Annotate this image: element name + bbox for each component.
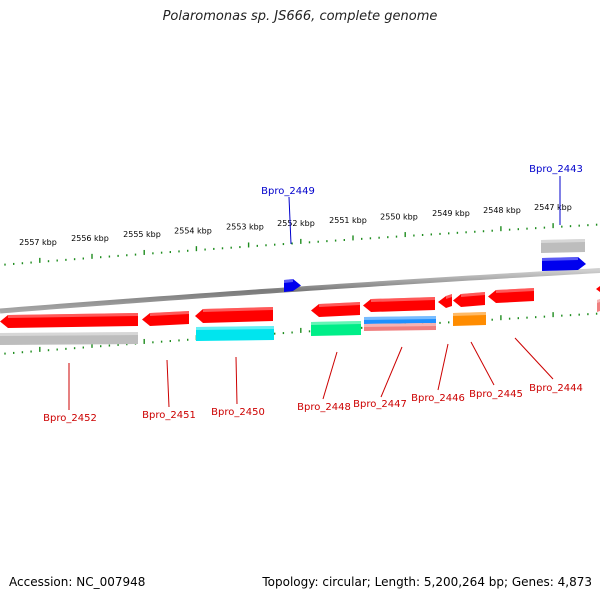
callout-line (288, 196, 292, 245)
ruler-label: 2547 kbp (534, 203, 572, 212)
cds-bpro-2444[interactable] (488, 288, 534, 303)
gene-label[interactable]: Bpro_2446 (411, 393, 465, 404)
feature-highlight (446, 294, 452, 299)
cds-offscreen[interactable] (596, 281, 600, 295)
feature-highlight (319, 302, 360, 307)
callout-line (380, 346, 403, 398)
feature-highlight (203, 307, 273, 312)
gene-label[interactable]: Bpro_2449 (261, 186, 315, 197)
gene-label[interactable]: Bpro_2452 (43, 413, 97, 424)
callout-line (235, 356, 238, 405)
ruler-label: 2549 kbp (432, 209, 470, 218)
feature-highlight (453, 312, 486, 316)
gene-label[interactable]: Bpro_2447 (353, 399, 407, 410)
callout-line (437, 343, 449, 391)
gene-label[interactable]: Bpro_2443 (529, 164, 583, 175)
gene-bpro-2448[interactable] (311, 321, 361, 336)
ruler-label: 2556 kbp (71, 234, 109, 243)
cds-bpro-2452[interactable] (0, 313, 138, 328)
gene-label[interactable]: Bpro_2448 (297, 402, 351, 413)
cds-bpro-2445[interactable] (453, 292, 485, 307)
gene-bpro-2447[interactable] (364, 323, 436, 331)
map-title: Polaromonas sp. JS666, complete genome (162, 9, 438, 24)
feature-highlight (541, 239, 585, 243)
gene-callouts: Bpro_2452 Bpro_2451 Bpro_2450 Bpro_2449 Bpro… (43, 164, 583, 424)
feature-highlight (8, 313, 138, 318)
feature-highlight (597, 299, 600, 303)
genome-backbone (0, 268, 600, 314)
gene-label[interactable]: Bpro_2445 (469, 389, 523, 400)
misc-feature-bpro-2447[interactable] (364, 316, 436, 324)
callout-line (322, 351, 338, 400)
feature-highlight (461, 292, 485, 297)
cds-bpro-2450[interactable] (195, 307, 273, 323)
feature-highlight (364, 323, 436, 327)
callout-line (470, 341, 495, 386)
gene-label[interactable]: Bpro_2450 (211, 407, 265, 418)
feature-highlight (364, 316, 436, 320)
feature-highlight (0, 332, 138, 336)
ruler-label: 2552 kbp (277, 219, 315, 228)
gene-bpro-2450[interactable] (196, 326, 274, 341)
callout-line (166, 359, 170, 408)
ruler-label: 2557 kbp (19, 238, 57, 247)
ruler-label: 2548 kbp (483, 206, 521, 215)
feature-highlight (311, 321, 361, 325)
cds-bpro-2443[interactable] (542, 257, 586, 271)
feature-track (0, 239, 600, 345)
cds-bpro-2446[interactable] (438, 294, 452, 308)
feature-highlight (371, 297, 435, 302)
cds-bpro-2449[interactable] (284, 279, 301, 292)
feature-highlight (150, 311, 189, 316)
callout-line (514, 337, 554, 380)
feature-highlight (496, 288, 534, 293)
gene-offscreen[interactable] (597, 299, 600, 312)
cds-bpro-2448[interactable] (311, 302, 360, 317)
gene-bpro-2445[interactable] (453, 312, 486, 326)
cds-bpro-2447[interactable] (363, 297, 435, 312)
gene-label[interactable]: Bpro_2444 (529, 383, 583, 394)
feature-highlight (196, 326, 274, 330)
gene-label[interactable]: Bpro_2451 (142, 410, 196, 421)
ruler-label: 2554 kbp (174, 226, 212, 235)
ruler-label: 2550 kbp (380, 212, 418, 221)
ruler-label: 2553 kbp (226, 223, 264, 232)
ruler-label: 2555 kbp (123, 230, 161, 239)
gene-bpro-2452[interactable] (0, 332, 138, 345)
ruler-label: 2551 kbp (329, 216, 367, 225)
gene-bpro-2443[interactable] (541, 239, 585, 253)
ruler-outer: 2557 kbp 2556 kbp 2555 kbp 2554 kbp 2553 kbp… (4, 203, 598, 266)
cds-bpro-2451[interactable] (142, 311, 189, 326)
genome-summary-text: Topology: circular; Length: 5,200,264 bp… (262, 575, 592, 589)
feature-highlight (284, 279, 293, 283)
accession-text: Accession: NC_007948 (9, 575, 146, 589)
feature-highlight (542, 257, 578, 261)
